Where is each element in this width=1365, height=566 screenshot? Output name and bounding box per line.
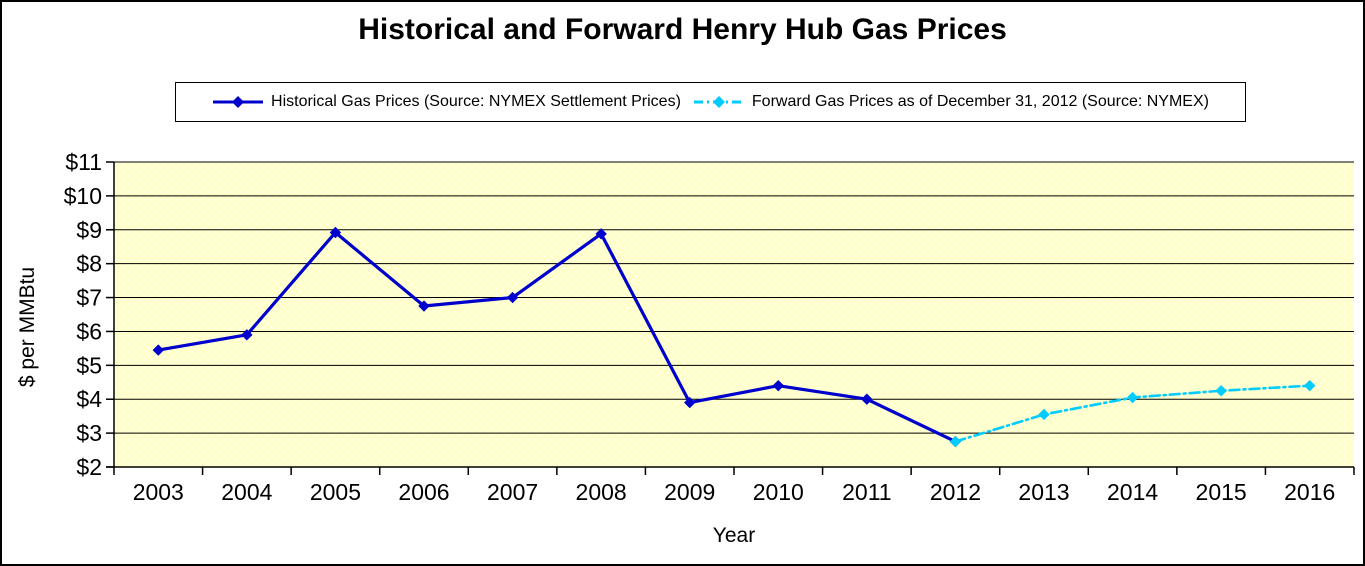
forward-data-point-marker [949,435,962,448]
legend-label-forward: Forward Gas Prices as of December 31, 20… [751,93,1209,110]
forward-series-swatch-icon [693,96,744,108]
x-tick-label: 2011 [842,479,891,505]
historical-data-point-marker [595,228,607,240]
forward-data-point-marker [1126,391,1139,404]
chart-title: Historical and Forward Henry Hub Gas Pri… [358,13,1007,46]
x-tick-label: 2006 [398,479,449,505]
y-tick-label: $9 [76,217,102,243]
legend: Historical Gas Prices (Source: NYMEX Set… [175,82,1246,122]
x-tick-label: 2003 [133,479,184,505]
y-tick-label: $8 [76,251,102,277]
y-tick-label: $3 [76,420,102,446]
legend-label-historical: Historical Gas Prices (Source: NYMEX Set… [271,93,681,110]
legend-item-historical: Historical Gas Prices (Source: NYMEX Set… [212,93,681,111]
x-tick-label: 2015 [1196,479,1247,505]
y-tick-label: $7 [76,285,102,311]
x-tick-label: 2008 [576,479,627,505]
plot-background [114,162,1354,467]
x-tick-label: 2013 [1018,479,1069,505]
historical-data-point-marker [418,300,430,312]
historical-data-point-marker [861,393,873,405]
legend-item-forward: Forward Gas Prices as of December 31, 20… [693,93,1209,111]
y-tick-label: $6 [76,318,102,344]
y-tick-label: $2 [76,454,102,480]
historical-data-point-marker [241,329,253,341]
x-tick-label: 2004 [221,479,272,505]
x-tick-label: 2012 [930,479,981,505]
x-tick-label: 2014 [1107,479,1158,505]
historical-data-point-marker [772,379,784,392]
historical-series-swatch-icon [213,96,264,108]
historical-data-point-marker [684,396,696,409]
y-tick-label: $4 [76,386,102,412]
x-tick-label: 2009 [664,479,715,505]
y-tick-label: $11 [65,149,102,175]
historical-data-point-marker [506,291,519,304]
historical-data-point-marker [152,344,164,356]
x-tick-label: 2005 [310,479,361,505]
forward-data-point-marker [1215,385,1227,397]
x-tick-label: 2007 [487,479,538,505]
historical-series-line [156,230,958,444]
forward-data-point-marker [1038,408,1050,421]
historical-data-point-marker [329,226,342,239]
forward-data-point-marker [1304,379,1316,392]
x-tick-label: 2010 [753,479,804,505]
y-tick-label: $10 [64,183,102,209]
x-tick-label: 2016 [1284,479,1335,505]
x-axis-title: Year [712,524,756,547]
y-tick-label: $5 [76,352,102,378]
